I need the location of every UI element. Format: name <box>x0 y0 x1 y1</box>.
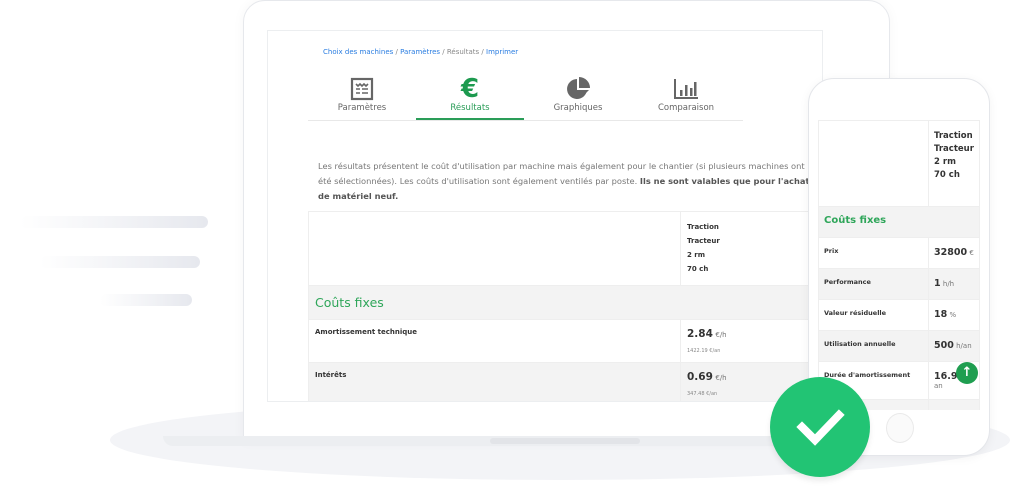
unit: €/h <box>715 374 727 382</box>
section-row: Coûts fixes <box>818 206 980 238</box>
annual-value: 1422.19 €/an <box>687 348 721 354</box>
value: 500 <box>934 340 954 351</box>
row-label: Intérêts <box>308 362 681 401</box>
row-value: 1 h/h <box>928 268 980 300</box>
unit: €/h <box>715 331 727 339</box>
unit: % <box>949 311 957 319</box>
tab-label: Résultats <box>450 103 490 113</box>
row-label: Amortissement technique <box>308 319 681 363</box>
mobile-results-table: Traction Tracteur 2 rm 70 ch Coûts fixes… <box>818 120 980 410</box>
value: 0.69 <box>687 371 713 383</box>
breadcrumb: Choix des machines / Paramètres / Résult… <box>323 48 518 56</box>
decorative-line <box>40 256 200 268</box>
row-value: 2.84 €/h 1422.19 €/an <box>680 319 822 363</box>
tab-label: Comparaison <box>657 103 715 113</box>
intro-body: Les résultats présentent le coût d'utili… <box>318 161 805 186</box>
machine-line: Traction <box>934 131 973 141</box>
breadcrumb-sep: / <box>481 48 484 56</box>
value: 2 <box>934 409 941 410</box>
annual-value: 347.48 €/an <box>687 391 718 397</box>
machine-line: 70 ch <box>934 170 960 180</box>
machine-line: 70 ch <box>687 265 709 273</box>
table-header-row: Traction Tracteur 2 rm 70 ch <box>818 120 980 207</box>
breadcrumb-imprimer[interactable]: Imprimer <box>486 48 519 56</box>
section-row: Coûts fixes <box>308 285 822 320</box>
unit: an <box>934 382 943 390</box>
row-label: Utilisation annuelle <box>818 330 929 362</box>
breadcrumb-resultats: Résultats <box>446 48 480 56</box>
table-row: Amortissement technique 2.84 €/h 1422.19 … <box>308 319 822 363</box>
value: 1 <box>934 278 941 289</box>
intro-text: Les résultats présentent le coût d'utili… <box>318 159 818 204</box>
machine-line: 2 rm <box>934 157 956 167</box>
laptop-notch <box>490 438 640 444</box>
machine-line: 2 rm <box>687 251 706 259</box>
laptop-screen: Choix des machines / Paramètres / Résult… <box>267 30 823 402</box>
tab-label: Paramètres <box>337 103 387 113</box>
section-title: Coûts fixes <box>818 206 980 238</box>
machine-header: Traction Tracteur 2 rm 70 ch <box>928 120 980 207</box>
tab-parametres[interactable]: Paramètres <box>308 73 416 120</box>
table-row: Valeur résiduelle 18 % <box>818 299 980 331</box>
pie-chart-icon <box>524 75 632 103</box>
phone-screen: Traction Tracteur 2 rm 70 ch Coûts fixes… <box>818 120 980 410</box>
value: 16.92 <box>934 371 965 382</box>
breadcrumb-sep: / <box>395 48 398 56</box>
row-value: 18 % <box>928 299 980 331</box>
unit: € <box>969 249 974 257</box>
bar-chart-icon <box>632 75 740 103</box>
arrow-up-icon[interactable]: ↑ <box>956 362 978 384</box>
tab-label: Graphiques <box>553 103 603 113</box>
table-row: Prix 32800 € <box>818 237 980 269</box>
row-value: 500 h/an <box>928 330 980 362</box>
value: 18 <box>934 309 948 320</box>
table-row: Utilisation annuelle 500 h/an <box>818 330 980 362</box>
row-value: 2 % <box>928 399 980 410</box>
value: 32800 <box>934 247 968 258</box>
breadcrumb-parametres[interactable]: Paramètres <box>400 48 441 56</box>
machine-line: Tracteur <box>934 144 974 154</box>
row-label: Valeur résiduelle <box>818 299 929 331</box>
decorative-line <box>20 216 208 228</box>
form-list-icon <box>308 75 416 103</box>
row-label: Performance <box>818 268 929 300</box>
tab-graphiques[interactable]: Graphiques <box>524 73 632 120</box>
unit: h/h <box>942 280 955 288</box>
table-row: Performance 1 h/h <box>818 268 980 300</box>
machine-header: Traction Tracteur 2 rm 70 ch <box>680 211 822 286</box>
table-row: Intérêts 0.69 €/h 347.48 €/an <box>308 362 822 401</box>
tab-bar: Paramètres € Résultats Graphiques Compar… <box>308 73 743 121</box>
decorative-line <box>100 294 192 306</box>
machine-line: Tracteur <box>687 237 720 245</box>
unit: h/an <box>956 342 972 350</box>
table-header-row: Traction Tracteur 2 rm 70 ch <box>308 211 822 286</box>
checkmark-icon <box>770 377 870 477</box>
value: 2.84 <box>687 328 713 340</box>
results-table: Traction Tracteur 2 rm 70 ch Coûts fixes… <box>308 211 822 401</box>
breadcrumb-sep: / <box>442 48 445 56</box>
breadcrumb-choix[interactable]: Choix des machines <box>323 48 394 56</box>
phone-home-button[interactable] <box>886 413 914 443</box>
machine-line: Traction <box>687 223 719 231</box>
intro-bold: Ils ne sont valables que pour l'achat de… <box>318 176 810 201</box>
tab-comparaison[interactable]: Comparaison <box>632 73 740 120</box>
row-label: Prix <box>818 237 929 269</box>
row-value: 32800 € <box>928 237 980 269</box>
euro-icon: € <box>460 74 480 104</box>
tab-resultats[interactable]: € Résultats <box>416 73 524 120</box>
section-title: Coûts fixes <box>308 285 822 320</box>
